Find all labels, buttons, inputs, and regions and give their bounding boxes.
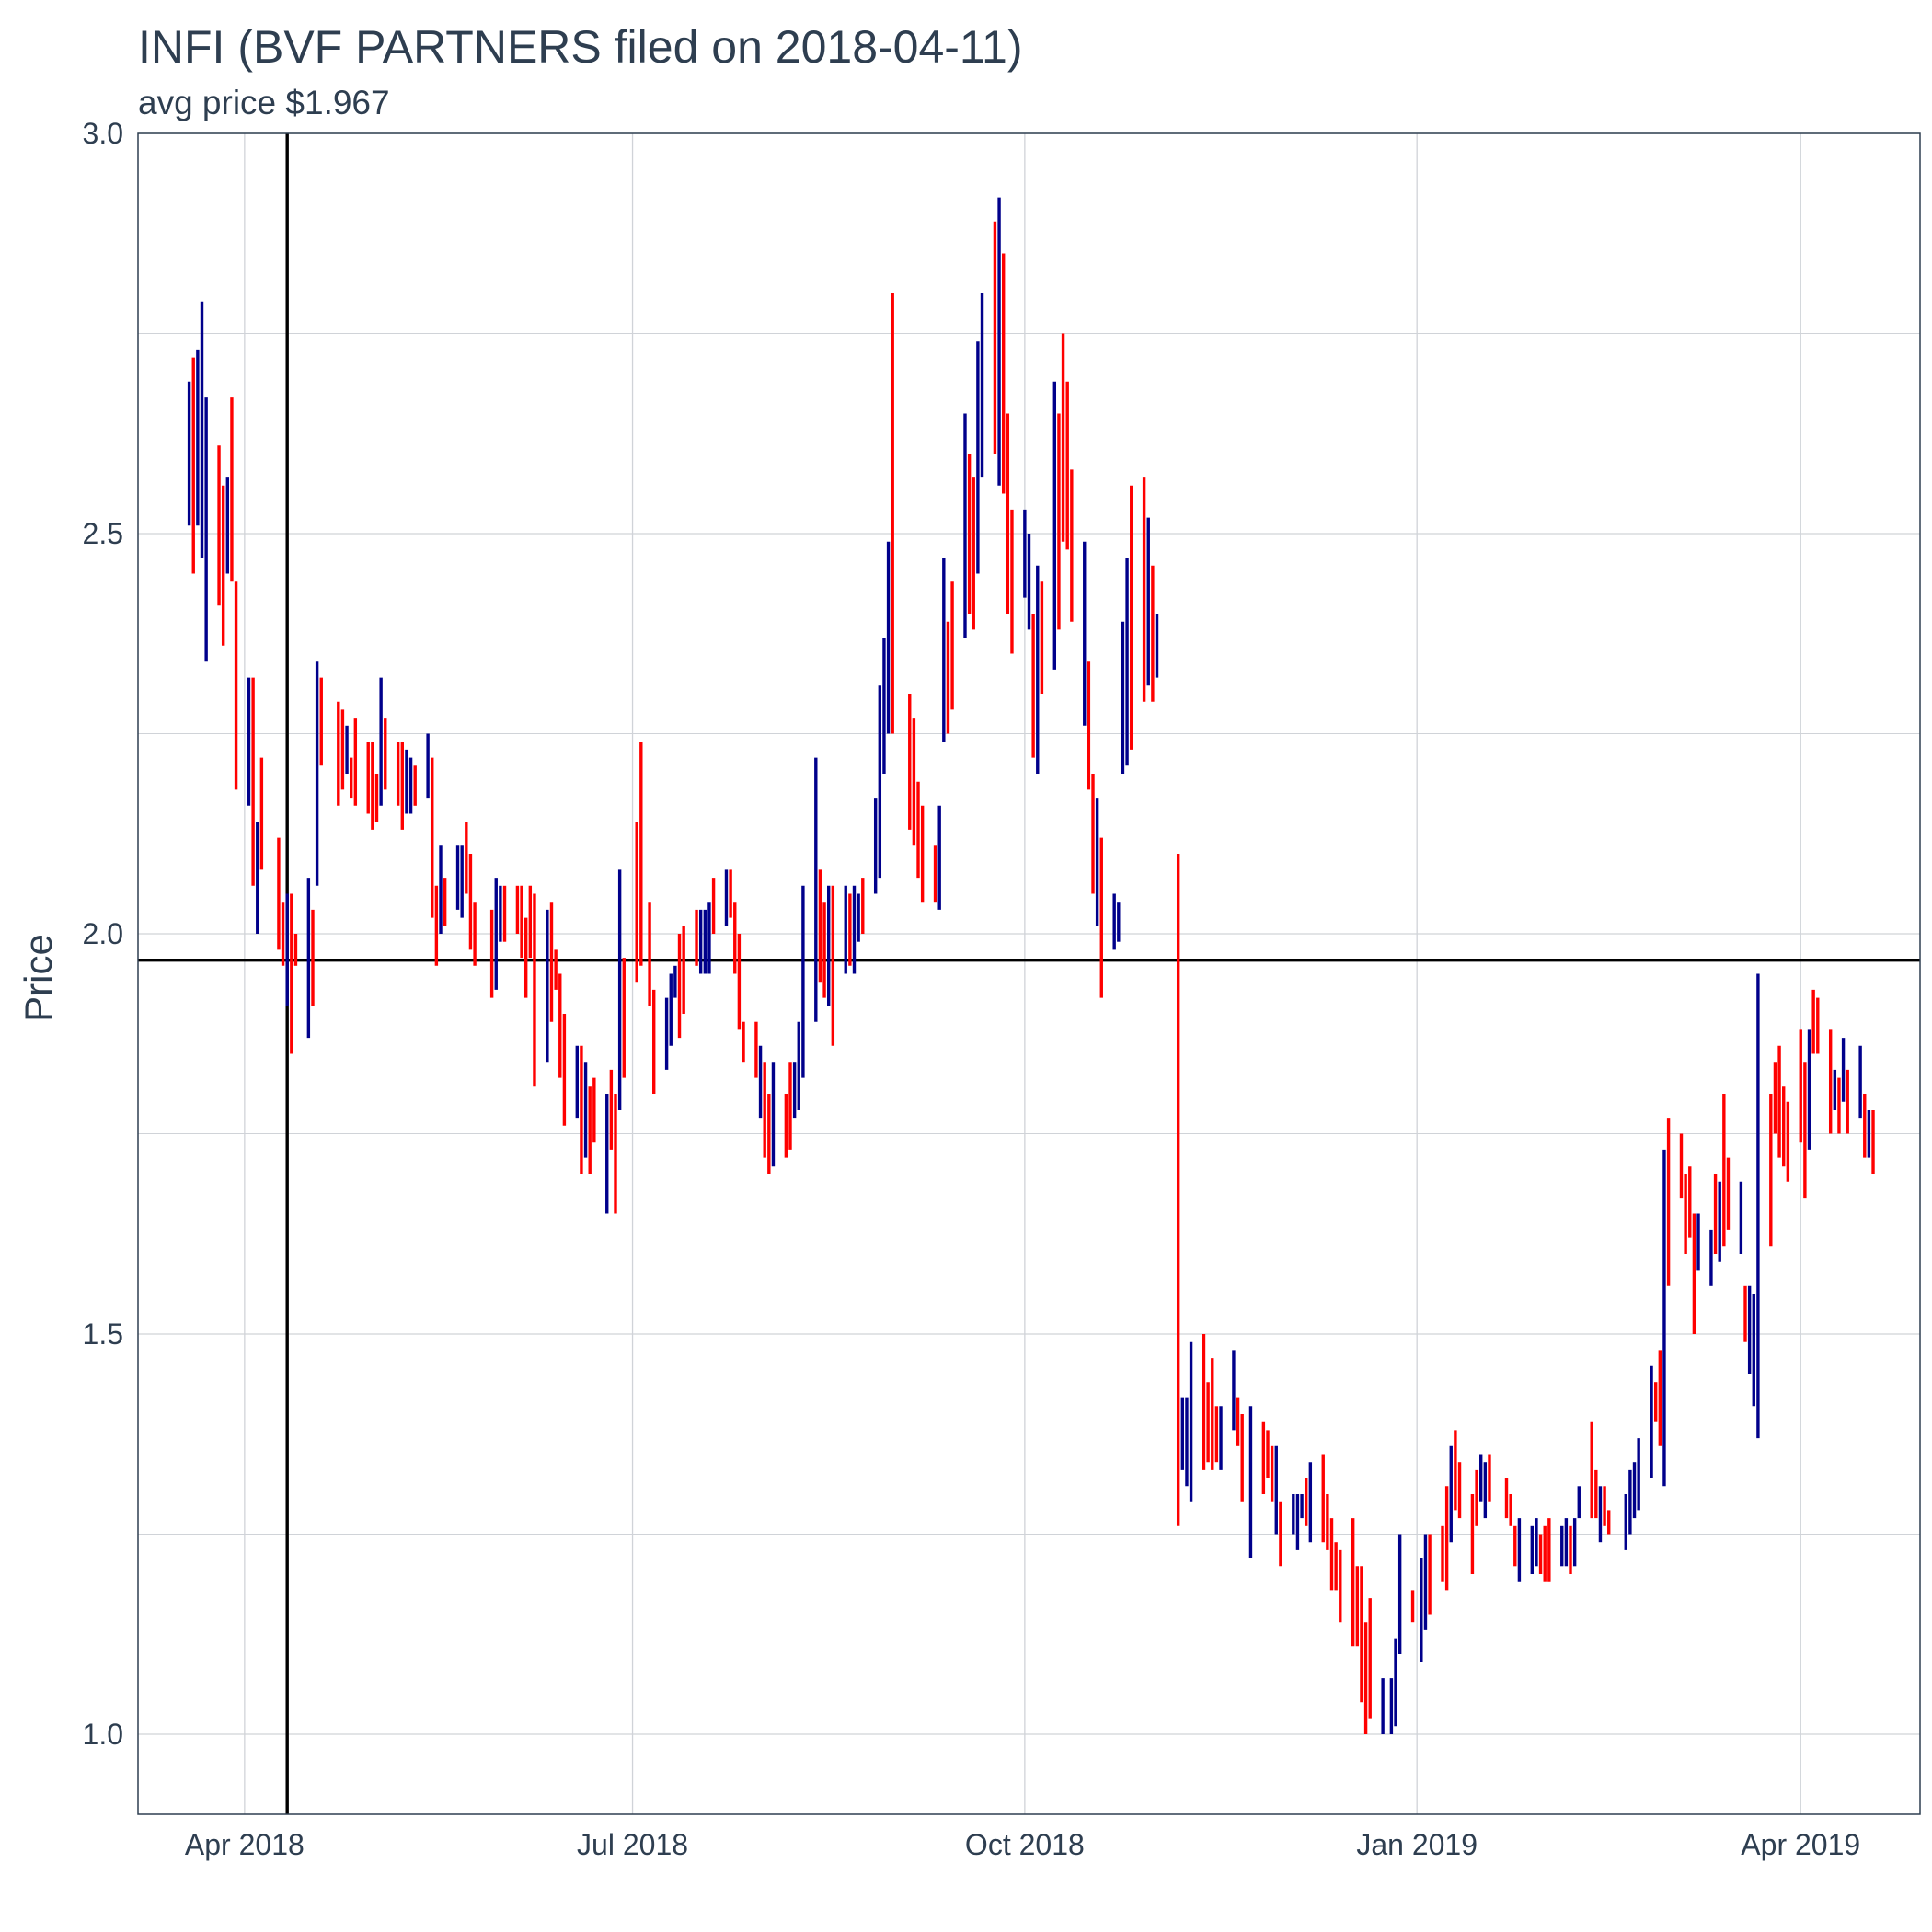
chart-subtitle: avg price $1.967 [138,84,390,121]
x-tick-label: Apr 2018 [185,1828,305,1861]
y-tick-label: 1.0 [83,1718,123,1751]
y-tick-label: 1.5 [83,1317,123,1351]
chart-title: INFI (BVF PARTNERS filed on 2018-04-11) [138,21,1022,73]
axis-ticks: 1.0 1.5 2.0 2.5 3.0 Apr 2018 Jul 2018 Oct 2018 J… [83,117,1861,1861]
plot-panel-border [137,132,1921,1815]
y-axis-label: Price [17,934,60,1022]
x-tick-label: Apr 2019 [1741,1828,1860,1861]
y-tick-label: 2.5 [83,517,123,550]
y-tick-label: 2.0 [83,917,123,950]
y-tick-label: 3.0 [83,117,123,150]
x-tick-label: Jan 2019 [1356,1828,1478,1861]
x-tick-label: Oct 2018 [965,1828,1085,1861]
x-tick-label: Jul 2018 [577,1828,688,1861]
price-bars [187,197,1875,1734]
gridlines [138,132,1920,1814]
reference-lines [138,133,1920,1814]
